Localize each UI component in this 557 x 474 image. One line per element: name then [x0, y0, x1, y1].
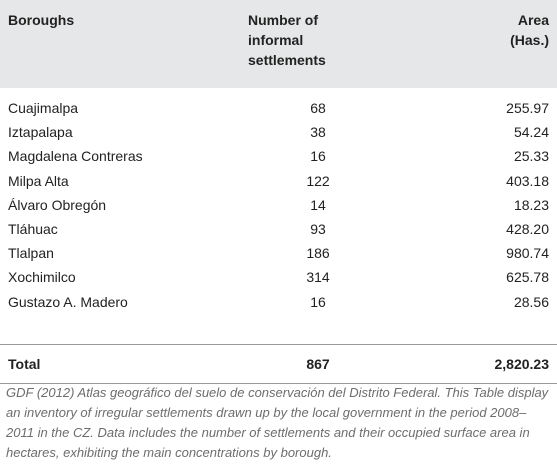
table-cell: Cuajimalpa	[8, 100, 79, 116]
table-cell: 255.97	[506, 100, 549, 116]
column-header: Boroughs	[8, 12, 75, 28]
table-cell: Milpa Alta	[8, 172, 69, 189]
table-cell: Gustazo A. Madero	[8, 293, 128, 310]
total-cell: Total	[8, 356, 41, 372]
table-cell: 68	[310, 100, 326, 116]
table-cell: 186	[306, 245, 330, 262]
total-cell: 2,820.23	[494, 356, 550, 372]
table-cell: 16	[310, 293, 326, 310]
table-cell: 14	[310, 196, 326, 213]
table-cell: 403.18	[506, 172, 549, 189]
table-cell: 980.74	[506, 245, 549, 262]
table-cell: Tlalpan	[8, 245, 54, 262]
column-header: Number of informal settlements	[248, 12, 326, 68]
total-cell: 867	[306, 356, 330, 372]
table-cell: 18.23	[513, 196, 549, 213]
header-background	[0, 0, 557, 88]
caption: GDF (2012) Atlas geográfico del suelo de…	[6, 385, 549, 460]
column-header: Area (Has.)	[510, 12, 549, 48]
table-cell: 93	[310, 221, 326, 237]
table-cell: 625.78	[506, 269, 549, 286]
table-cell: Tláhuac	[8, 221, 58, 237]
table-cell: 25.33	[513, 148, 549, 165]
table-cell: 54.24	[513, 124, 549, 141]
table-cell: Magdalena Contreras	[8, 148, 143, 165]
table-cell: 16	[310, 148, 326, 165]
rule	[0, 383, 557, 384]
table-cell: Álvaro Obregón	[8, 196, 107, 213]
table-cell: 428.20	[506, 221, 549, 237]
table-cell: 28.56	[513, 293, 549, 310]
table-cell: 38	[310, 124, 326, 141]
table-cell: 122	[306, 172, 330, 189]
table-cell: 314	[306, 269, 330, 286]
rule	[0, 344, 557, 345]
table-cell: Iztapalapa	[8, 124, 73, 141]
table-cell: Xochimilco	[8, 269, 76, 286]
